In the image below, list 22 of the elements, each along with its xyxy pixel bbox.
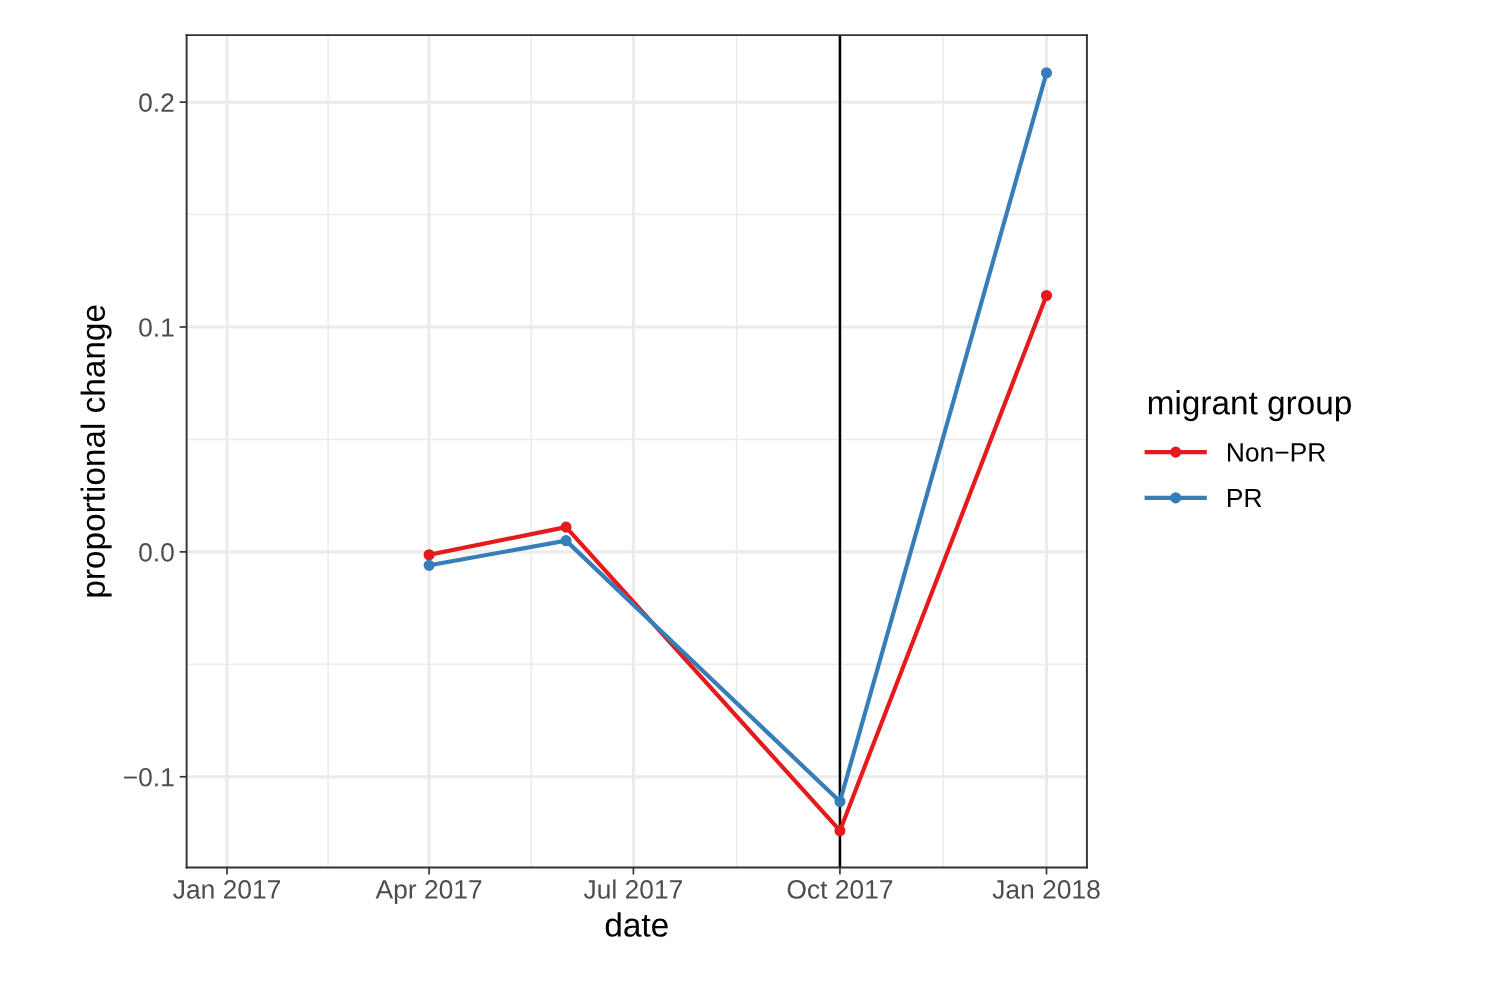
x-tick-label: Apr 2017 xyxy=(375,880,482,904)
point xyxy=(423,549,435,561)
point xyxy=(1040,289,1053,302)
y-tick-label: 0.2 xyxy=(139,93,174,112)
x-tick-label: Jul 2017 xyxy=(583,879,682,899)
legend-label: Non−PR xyxy=(1228,443,1326,462)
legend-label: PR xyxy=(1228,488,1262,508)
x-tick-label: Oct 2017 xyxy=(787,880,893,899)
legend-title: migrant group xyxy=(1148,390,1351,422)
point xyxy=(834,795,846,808)
y-tick-label: 0.1 xyxy=(139,318,174,337)
point xyxy=(560,535,572,547)
y-tick-label: −0.1 xyxy=(124,767,174,787)
point xyxy=(1040,67,1053,79)
point xyxy=(423,559,435,571)
point xyxy=(834,825,846,837)
x-axis-title: date xyxy=(605,912,668,937)
y-axis-title: proportional change xyxy=(80,305,112,597)
point xyxy=(560,521,572,533)
x-tick-label: Jan 2017 xyxy=(173,880,281,899)
y-tick-label: 0.0 xyxy=(139,543,174,562)
x-tick-label: Jan 2018 xyxy=(992,880,1100,899)
